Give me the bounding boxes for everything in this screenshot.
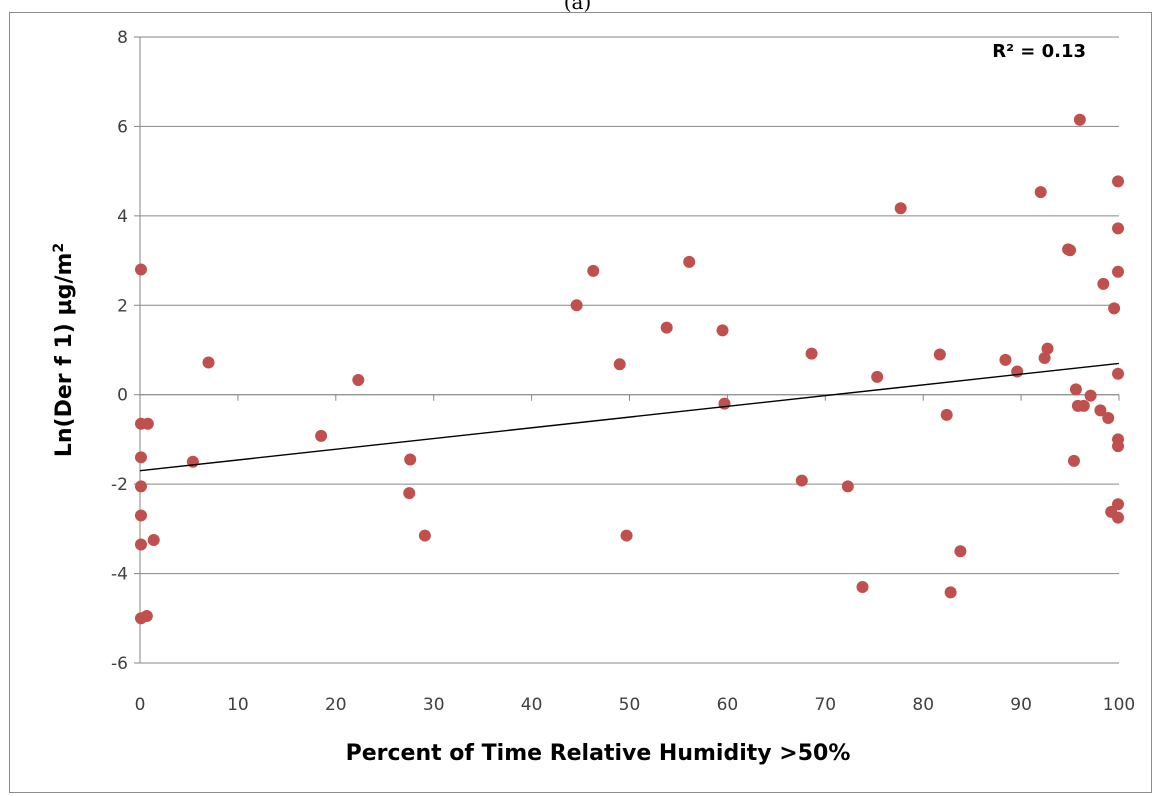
- data-point: [315, 429, 328, 442]
- y-axis-title: Ln(Der f 1) µg/m2: [51, 243, 77, 457]
- y-tick-label: 0: [117, 386, 128, 406]
- data-point: [134, 480, 147, 493]
- data-point: [1067, 454, 1080, 467]
- data-point: [795, 474, 808, 487]
- r-squared-annotation: R² = 0.13: [992, 41, 1086, 62]
- data-point: [1097, 277, 1110, 290]
- x-axis-title: Percent of Time Relative Humidity >50%: [346, 741, 851, 766]
- y-axis-title-text: Ln(Der f 1) µg/m: [52, 253, 77, 458]
- data-point: [954, 545, 967, 558]
- x-tick-label: 70: [814, 695, 836, 715]
- data-point: [1069, 383, 1082, 396]
- y-tick-label: -6: [111, 654, 128, 674]
- y-tick-label: 6: [117, 117, 128, 137]
- data-point: [134, 509, 147, 522]
- x-tick-label: 0: [135, 695, 146, 715]
- data-point: [1112, 265, 1125, 278]
- data-point: [1102, 411, 1115, 424]
- y-tick-label: 8: [117, 28, 128, 48]
- data-point: [352, 373, 365, 386]
- data-point: [1094, 404, 1107, 417]
- x-tick-label: 20: [325, 695, 347, 715]
- data-point: [1112, 440, 1125, 453]
- data-point: [134, 451, 147, 464]
- axes: [134, 36, 1120, 664]
- data-point: [1038, 352, 1051, 365]
- data-point: [140, 610, 153, 623]
- x-tick-label: 80: [912, 695, 934, 715]
- data-point: [613, 358, 626, 371]
- y-tick-label: -4: [111, 565, 128, 585]
- data-point: [894, 202, 907, 215]
- data-point: [1077, 399, 1090, 412]
- data-point: [403, 487, 416, 500]
- data-point: [944, 586, 957, 599]
- data-point: [1041, 342, 1054, 355]
- x-tick-labels: 0 10 20 30 40 50 60 70 80 90 100: [135, 695, 1136, 715]
- x-tick-label: 100: [1103, 695, 1135, 715]
- data-point: [202, 356, 215, 369]
- x-tick-label: 30: [423, 695, 445, 715]
- y-tick-label: 4: [117, 207, 128, 227]
- data-point: [841, 480, 854, 493]
- data-point: [134, 538, 147, 551]
- data-points: [134, 113, 1125, 625]
- data-point: [141, 417, 154, 430]
- data-point: [1112, 222, 1125, 235]
- data-point: [1112, 367, 1125, 380]
- data-point: [404, 453, 417, 466]
- x-tick-label: 40: [521, 695, 543, 715]
- gridlines: [140, 36, 1119, 664]
- data-point: [1112, 511, 1125, 524]
- x-tick-label: 10: [227, 695, 249, 715]
- chart-frame: [9, 12, 1152, 793]
- x-tick-label: 60: [717, 695, 739, 715]
- data-point: [718, 397, 731, 410]
- y-tick-label: 2: [117, 296, 128, 316]
- data-point: [570, 299, 583, 312]
- y-tick-label: -2: [111, 475, 128, 495]
- data-point: [1084, 389, 1097, 402]
- data-point: [940, 408, 953, 421]
- data-point: [805, 347, 818, 360]
- trendline-group: [139, 362, 1120, 472]
- data-point: [871, 370, 884, 383]
- data-point: [620, 529, 633, 542]
- data-point: [418, 529, 431, 542]
- data-point: [716, 324, 729, 337]
- data-point: [856, 580, 869, 593]
- data-point: [933, 348, 946, 361]
- x-tick-label: 90: [1010, 695, 1032, 715]
- data-point: [999, 353, 1012, 366]
- data-point: [147, 534, 160, 547]
- data-point: [1064, 244, 1077, 257]
- trendline: [139, 362, 1120, 472]
- x-tick-label: 50: [619, 695, 641, 715]
- data-point: [1108, 302, 1121, 315]
- panel-label: (a): [563, 0, 592, 14]
- y-axis-title-superscript: 2: [51, 243, 67, 253]
- data-point: [1073, 113, 1086, 126]
- data-point: [1112, 498, 1125, 511]
- data-point: [683, 255, 696, 268]
- data-point: [587, 264, 600, 277]
- data-point: [1112, 175, 1125, 188]
- data-point: [1034, 186, 1047, 199]
- y-tick-labels: -6 -4 -2 0 2 4 6 8: [111, 28, 128, 674]
- data-point: [134, 263, 147, 276]
- data-point: [660, 321, 673, 334]
